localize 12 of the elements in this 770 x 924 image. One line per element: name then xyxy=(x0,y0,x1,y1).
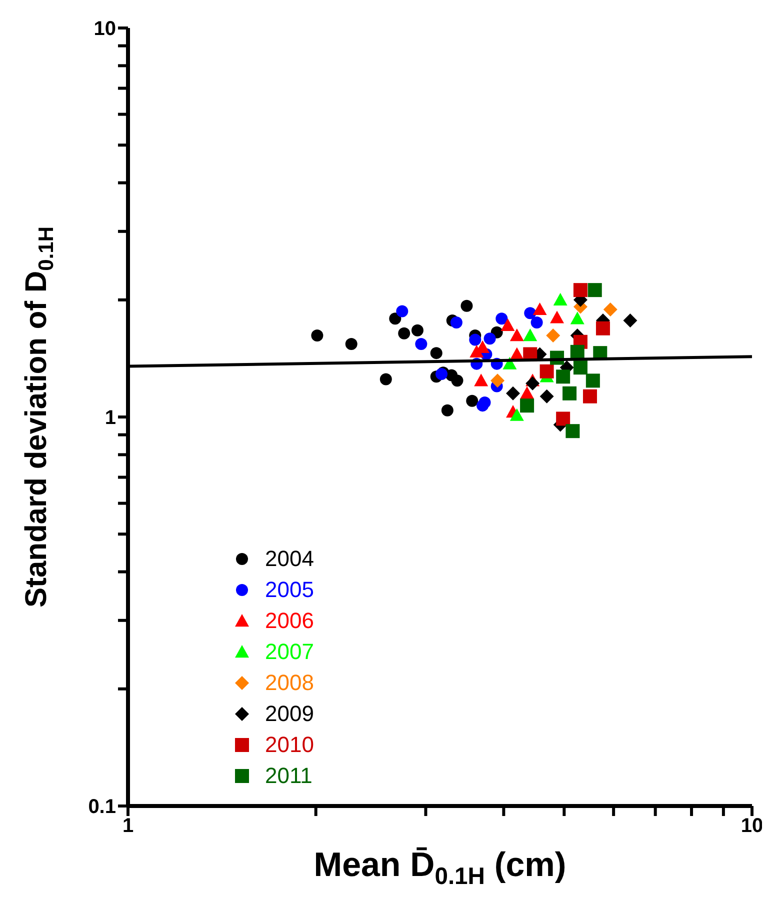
legend-label: 2011 xyxy=(265,762,312,790)
x-axis-title: Mean D̄$_{0.1H}$ (cm) xyxy=(314,846,566,890)
y-tick-label: 0.1 xyxy=(88,796,116,818)
y-tick-label: 10 xyxy=(94,18,116,40)
legend-label: 2005 xyxy=(265,576,314,604)
legend-label: 2007 xyxy=(265,638,314,666)
legend-label: 2006 xyxy=(265,607,314,635)
legend-label: 2010 xyxy=(265,731,314,759)
legend-label: 2009 xyxy=(265,700,314,728)
y-tick-label: 1 xyxy=(104,407,116,430)
legend-label: 2004 xyxy=(265,545,314,573)
legend-label: 2008 xyxy=(265,669,314,697)
